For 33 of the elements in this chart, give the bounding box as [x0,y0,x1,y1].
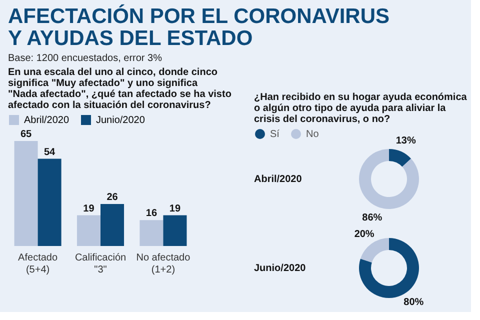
data-label: 54 [44,146,56,158]
data-label: 13% [396,136,416,147]
donut-slice [360,238,389,262]
chart-title: En una escala del uno al cinco, donde cinco significa "Muy afectado" y uno significa "Nada afectado", ¿qué tan afectado se ha visto afectado con la situación del coronavirus? [8,67,232,111]
x-tick-label: No afectado (1+2) [136,252,191,276]
data-label: 16 [146,208,158,220]
data-label: 80% [404,296,424,308]
donut-slice [359,149,419,209]
text: Base: 1200 encuestados, error 3% [8,53,162,64]
bar [38,158,62,246]
data-label: 19 [169,203,181,214]
donut-slice [389,149,412,167]
bar [14,141,38,246]
data-label: 20% [354,229,374,240]
legend-label: Junio/2020 [96,115,146,126]
x-tick-label: Calificación "3" [74,252,126,276]
data-label: 65 [20,129,32,140]
x-tick-label: Afectado (5+4) [18,252,58,276]
legend-label: No [306,129,320,140]
donut-slice [359,238,419,298]
data-label: 26 [106,192,118,203]
chart-title: ¿Han recibido en su hogar ayuda económica o algún otro tipo de ayuda para aliviar la crisis del coronavirus, o no? [254,92,468,125]
text: Junio/2020 [254,263,306,274]
bar [76,215,100,246]
data-label: 19 [83,203,95,214]
legend-label: Sí [270,129,280,140]
text: Abril/2020 [254,174,302,185]
legend-label: Abril/2020 [24,115,70,126]
text: AFECTACIÓN POR EL CORONAVIRUS Y AYUDAS DEL ESTADO [8,4,390,50]
data-label: 86% [362,212,382,224]
bar [140,220,164,246]
bar [163,215,187,246]
bar [100,204,124,246]
